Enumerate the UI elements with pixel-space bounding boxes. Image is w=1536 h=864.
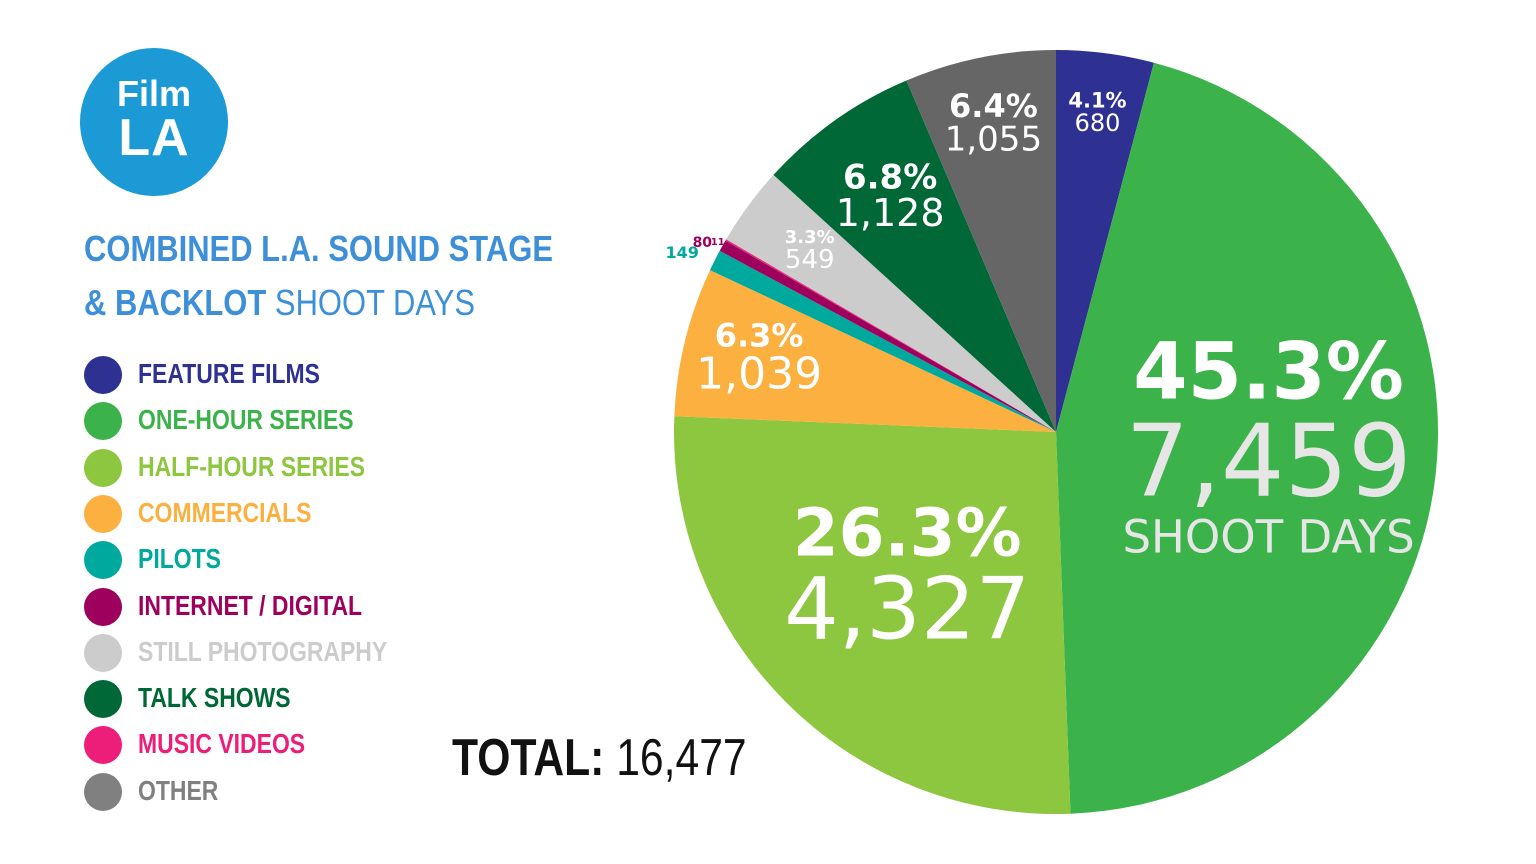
- title-line-2-light: SHOOT DAYS: [274, 282, 476, 323]
- pie-slice-commercials: [674, 270, 1056, 432]
- legend-label: STILL PHOTOGRAPHY: [138, 635, 388, 667]
- legend-label: OTHER: [138, 774, 219, 806]
- legend-swatch: [84, 633, 122, 672]
- legend-item-commercials: COMMERCIALS: [84, 493, 424, 533]
- pie-slice-still-photography: [726, 174, 1056, 433]
- total-readout: TOTAL: 16,477: [452, 728, 747, 788]
- legend-swatch: [84, 587, 122, 626]
- legend-item-pilots: PILOTS: [84, 539, 424, 580]
- total-label: TOTAL:: [452, 729, 605, 787]
- legend-item-half-hour-series: HALF-HOUR SERIES: [84, 447, 424, 487]
- unit-label-one-hour-series: SHOOT DAYS: [1122, 510, 1414, 563]
- legend-swatch: [84, 448, 122, 487]
- legend-item-one-hour-series: ONE-HOUR SERIES: [84, 400, 424, 441]
- percent-label-one-hour-series: 45.3%: [1133, 328, 1404, 418]
- legend-item-still-photography: STILL PHOTOGRAPHY: [84, 632, 424, 672]
- value-label-one-hour-series: 7,459: [1125, 402, 1411, 519]
- value-label-pilots: 149: [666, 243, 699, 262]
- pie-slice-feature-films: [1056, 50, 1154, 432]
- legend-label: TALK SHOWS: [138, 682, 291, 714]
- percent-label-half-hour-series: 26.3%: [793, 494, 1022, 571]
- value-label-commercials: 1,039: [696, 349, 822, 400]
- filmla-logo: Film LA: [80, 48, 228, 196]
- legend-label: MUSIC VIDEOS: [138, 728, 306, 760]
- percent-label-talk-shows: 6.8%: [843, 158, 937, 198]
- value-label-feature-films: 680: [1075, 109, 1121, 137]
- legend-swatch: [84, 402, 122, 441]
- legend-item-music-videos: MUSIC VIDEOS: [84, 724, 424, 765]
- title-line-1: COMBINED L.A. SOUND STAGE: [84, 222, 553, 276]
- total-value: 16,477: [616, 729, 747, 787]
- legend-swatch: [84, 356, 122, 394]
- value-label-other: 1,055: [945, 120, 1042, 160]
- legend-item-internet-digital: INTERNET / DIGITAL: [84, 586, 424, 626]
- pie-slice-internet-digital: [719, 240, 1056, 432]
- value-label-internet-digital: 80: [693, 235, 713, 251]
- chart-title: COMBINED L.A. SOUND STAGE & BACKLOT SHOO…: [84, 222, 553, 330]
- logo-line-la: LA: [118, 109, 190, 167]
- logo-line-film: Film: [116, 73, 191, 114]
- legend-label: FEATURE FILMS: [138, 358, 320, 389]
- legend-swatch: [84, 772, 122, 811]
- legend-swatch: [84, 541, 122, 580]
- legend-label: COMMERCIALS: [138, 496, 312, 528]
- legend-label: HALF-HOUR SERIES: [138, 450, 366, 482]
- legend-item-talk-shows: TALK SHOWS: [84, 678, 424, 719]
- value-label-still-photography: 549: [785, 245, 835, 275]
- pie-slice-half-hour-series: [674, 416, 1071, 814]
- legend-swatch: [84, 494, 122, 533]
- percent-label-still-photography: 3.3%: [785, 227, 835, 248]
- pie-slice-pilots: [709, 250, 1056, 432]
- pie-slice-one-hour-series: [1056, 62, 1438, 814]
- pie-slice-talk-shows: [773, 80, 1056, 432]
- legend-label: INTERNET / DIGITAL: [138, 589, 363, 621]
- value-label-half-hour-series: 4,327: [784, 559, 1030, 659]
- legend-swatch: [84, 726, 122, 765]
- legend-item-other: OTHER: [84, 771, 424, 811]
- value-label-music-videos: 11: [711, 237, 725, 248]
- legend-label: ONE-HOUR SERIES: [138, 404, 354, 436]
- pie-slice-other: [906, 50, 1056, 432]
- percent-label-other: 6.4%: [949, 87, 1038, 125]
- value-label-talk-shows: 1,128: [836, 191, 945, 235]
- pie-slice-music-videos: [725, 239, 1056, 432]
- legend-label: PILOTS: [138, 543, 221, 575]
- title-line-2-bold: & BACKLOT: [84, 282, 267, 323]
- percent-label-feature-films: 4.1%: [1068, 89, 1126, 113]
- title-line-1-bold: COMBINED L.A. SOUND STAGE: [84, 228, 553, 269]
- legend-item-feature-films: FEATURE FILMS: [84, 354, 424, 394]
- legend-swatch: [84, 680, 122, 719]
- title-line-2: & BACKLOT SHOOT DAYS: [84, 276, 553, 330]
- percent-label-commercials: 6.3%: [715, 316, 804, 354]
